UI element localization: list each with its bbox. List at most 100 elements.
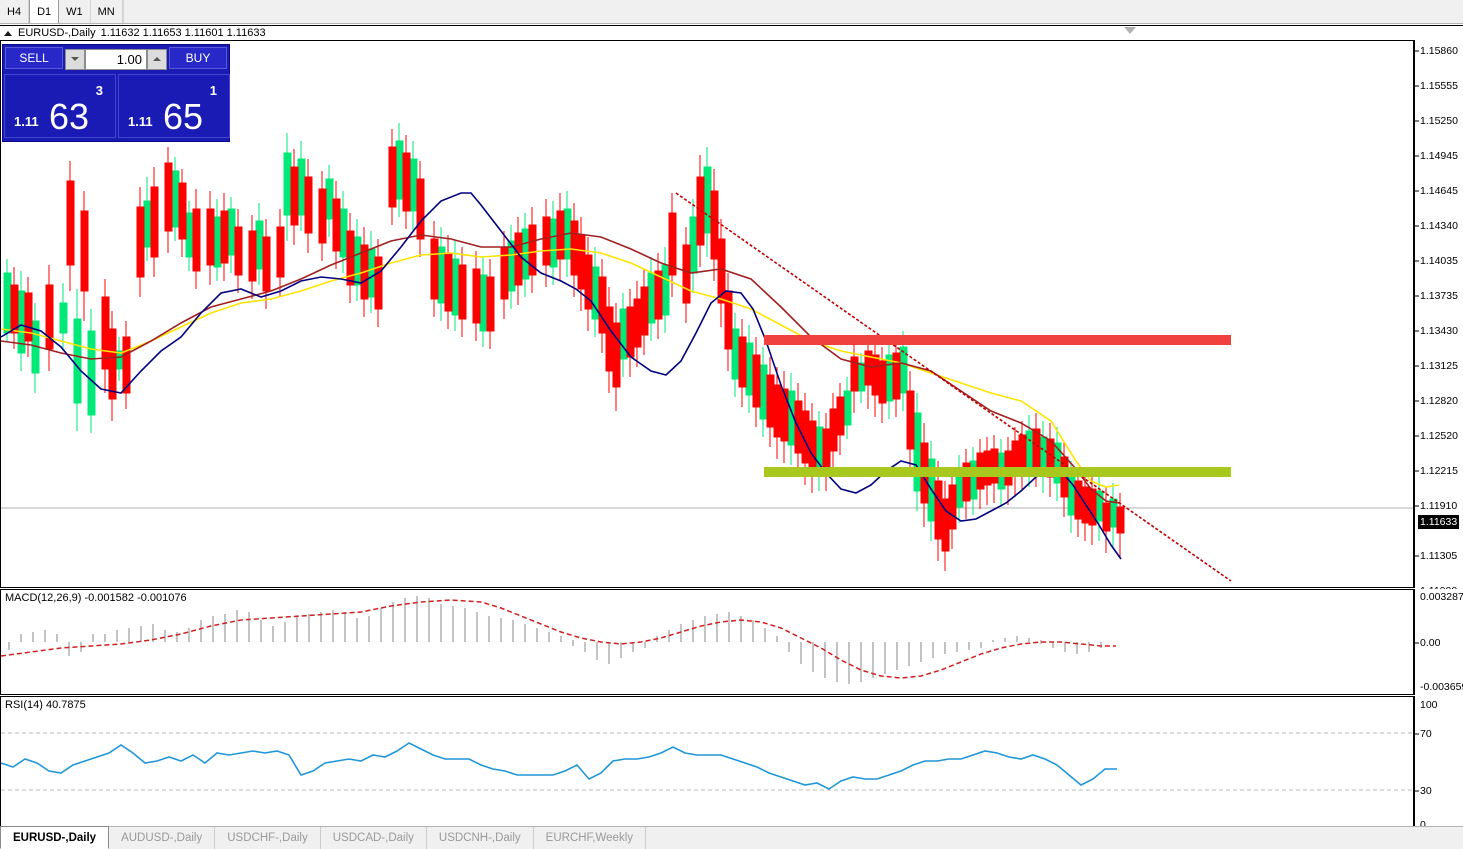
chart-tab-label: EURCHF,Weekly: [545, 832, 633, 844]
timeframe-toolbar: H4 D1 W1 MN: [0, 0, 1463, 24]
buy-button[interactable]: BUY: [169, 47, 227, 69]
price-axis-tick: 1.14035: [1420, 255, 1458, 267]
volume-increase-button[interactable]: [147, 48, 167, 70]
axis-tick-mark: [1415, 642, 1419, 644]
macd-axis-tick: 0.003287: [1420, 591, 1463, 603]
price-axis[interactable]: 1.15860 1.15555 1.15250 1.14945 1.14645 1.143…: [1414, 40, 1463, 597]
chart-tab-label: EURUSD-,Daily: [13, 831, 97, 844]
rsi-axis-tick: 70: [1420, 728, 1432, 740]
rsi-pane[interactable]: RSI(14) 40.7875: [0, 696, 1414, 833]
chart-tab-strip: EURUSD-,Daily AUDUSD-,Daily USDCHF-,Dail…: [0, 826, 1463, 849]
price-axis-tick: 1.12215: [1420, 465, 1458, 477]
macd-label: MACD(12,26,9) -0.001582 -0.001076: [5, 592, 187, 604]
buy-price-prefix: 1.11: [128, 114, 153, 129]
timeframe-label: MN: [97, 5, 115, 18]
price-axis-tick: 1.12520: [1420, 430, 1458, 442]
axis-tick-mark: [1415, 470, 1419, 472]
macd-histogram: [8, 596, 1102, 684]
chart-scroll-marker-icon[interactable]: [1124, 27, 1136, 34]
price-axis-tick: 1.14945: [1420, 150, 1458, 162]
chart-tab-usdcad[interactable]: USDCAD-,Daily: [321, 827, 427, 849]
macd-axis-tick: -0.003659: [1420, 681, 1463, 693]
chart-tab-label: USDCHF-,Daily: [227, 832, 308, 844]
price-axis-tick: 1.15555: [1420, 80, 1458, 92]
chart-window: EURUSD-,Daily 1.11632 1.11653 1.11601 1.…: [0, 25, 1463, 849]
macd-canvas: [1, 596, 1116, 684]
price-axis-tick: 1.13735: [1420, 290, 1458, 302]
price-chart-canvas: [1, 123, 1413, 582]
buy-price-box[interactable]: 1.11 65 1: [118, 74, 230, 138]
rsi-axis[interactable]: 100 70 30 0: [1414, 696, 1463, 833]
moving-average-mid: [1, 232, 1120, 504]
timeframe-button-d1[interactable]: D1: [29, 0, 60, 23]
axis-tick-mark: [1415, 120, 1419, 122]
chart-tab-eurchf[interactable]: EURCHF,Weekly: [534, 827, 646, 849]
price-axis-tick: 1.14340: [1420, 220, 1458, 232]
rsi-axis-tick: 0: [1420, 819, 1426, 831]
axis-tick-mark: [1415, 155, 1419, 157]
moving-average-slow: [1, 248, 1120, 488]
chart-tab-label: USDCNH-,Daily: [438, 832, 521, 844]
sell-price-main: 63: [49, 96, 90, 137]
axis-tick-mark: [1415, 400, 1419, 402]
trade-panel-prices: 1.11 63 3 1.11 65 1: [3, 73, 231, 141]
timeframe-label: H4: [7, 5, 22, 18]
sell-button[interactable]: SELL: [5, 47, 63, 69]
axis-tick-mark: [1415, 555, 1419, 557]
axis-tick-mark: [1415, 225, 1419, 227]
moving-average-fast: [1, 192, 1122, 560]
price-axis-tick: 1.13125: [1420, 360, 1458, 372]
axis-tick-mark: [1415, 190, 1419, 192]
price-axis-tick: 1.12820: [1420, 395, 1458, 407]
price-axis-tick: 1.14645: [1420, 185, 1458, 197]
axis-tick-mark: [1415, 790, 1419, 792]
rsi-label: RSI(14) 40.7875: [5, 699, 86, 711]
timeframe-label: W1: [66, 5, 83, 18]
timeframe-button-mn[interactable]: MN: [90, 0, 123, 23]
volume-decrease-button[interactable]: [65, 48, 85, 70]
sell-price-box[interactable]: 1.11 63 3: [4, 74, 116, 138]
volume-input[interactable]: 1.00: [85, 48, 147, 70]
axis-tick-mark: [1415, 330, 1419, 332]
toolbar-empty-space: [122, 0, 1463, 23]
chart-tab-usdchf[interactable]: USDCHF-,Daily: [215, 827, 321, 849]
macd-pane[interactable]: MACD(12,26,9) -0.001582 -0.001076: [0, 589, 1414, 695]
candlestick-series: [3, 123, 1125, 571]
chart-symbol-label: EURUSD-,Daily: [18, 27, 96, 39]
chevron-up-icon: [153, 57, 161, 61]
rsi-canvas: [1, 732, 1413, 791]
current-price-label: 1.11633: [1418, 515, 1460, 529]
support-level-band: [764, 467, 1231, 477]
macd-axis[interactable]: 0.003287 0.00 -0.003659: [1414, 589, 1463, 695]
buy-price-fraction: 1: [209, 83, 217, 98]
macd-signal-line: [1, 599, 1116, 679]
sell-price-fraction: 3: [95, 83, 103, 98]
resistance-level-band: [764, 335, 1231, 345]
axis-tick-mark: [1415, 50, 1419, 52]
price-axis-tick: 1.15860: [1420, 45, 1458, 57]
axis-tick-mark: [1415, 435, 1419, 437]
price-axis-tick: 1.11305: [1420, 550, 1458, 562]
chart-tab-usdcnh[interactable]: USDCNH-,Daily: [427, 827, 534, 849]
timeframe-button-h4[interactable]: H4: [0, 0, 30, 23]
axis-tick-mark: [1415, 260, 1419, 262]
timeframe-button-w1[interactable]: W1: [59, 0, 91, 23]
chart-tab-eurusd[interactable]: EURUSD-,Daily: [0, 826, 110, 849]
axis-tick-mark: [1415, 505, 1419, 507]
one-click-trading-panel[interactable]: SELL 1.00 BUY 1.11 63 3 1.11 65 1: [2, 44, 230, 142]
macd-axis-tick: 0.00: [1420, 637, 1441, 649]
chart-tab-audusd[interactable]: AUDUSD-,Daily: [109, 827, 216, 849]
axis-tick-mark: [1415, 365, 1419, 367]
tab-strip-empty-space: [646, 827, 1463, 849]
price-axis-tick: 1.15250: [1420, 115, 1458, 127]
chart-ohlc-values: 1.11632 1.11653 1.11601 1.11633: [100, 27, 266, 39]
chart-tab-label: AUDUSD-,Daily: [121, 832, 203, 844]
chart-header: EURUSD-,Daily 1.11632 1.11653 1.11601 1.…: [0, 26, 1463, 40]
price-chart-pane[interactable]: [0, 40, 1414, 588]
trade-panel-controls: SELL 1.00 BUY: [3, 45, 231, 71]
axis-tick-mark: [1415, 85, 1419, 87]
price-axis-tick: 1.11910: [1420, 500, 1458, 512]
price-axis-tick: 1.13430: [1420, 325, 1458, 337]
buy-price-main: 65: [163, 96, 204, 137]
